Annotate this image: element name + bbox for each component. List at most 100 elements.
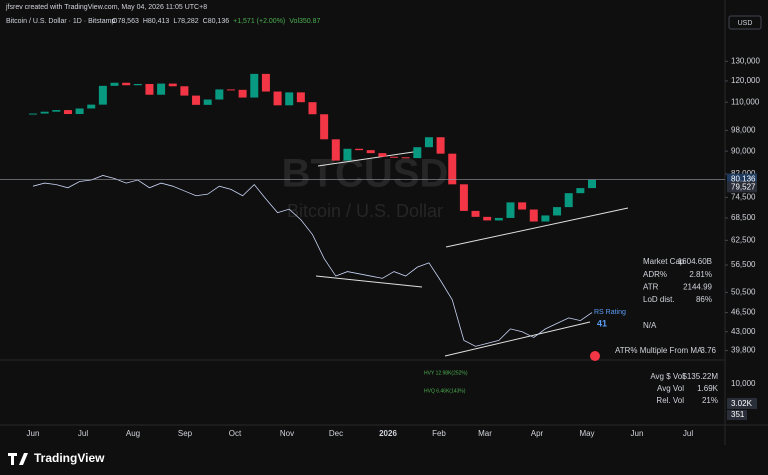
- candle: [296, 92, 305, 103]
- candle: [215, 89, 224, 100]
- volume-tick: 10,000: [731, 379, 756, 388]
- candle: [203, 99, 212, 105]
- candle: [413, 147, 422, 159]
- candle: [261, 73, 270, 92]
- candle: [494, 217, 503, 221]
- candle: [133, 83, 142, 86]
- candle: [518, 202, 527, 210]
- x-tick-label: Apr: [531, 429, 544, 438]
- candle: [378, 153, 387, 157]
- ohlc-value: Vol350.87: [289, 18, 320, 25]
- last-price-label: 80,136: [731, 175, 756, 184]
- candle: [122, 82, 131, 86]
- ohlc: O78,563 H80,413 L78,282 C80,136 +1,571 (+2.0…: [112, 18, 321, 25]
- watermark-name: Bitcoin / U.S. Dollar: [287, 201, 443, 221]
- y-tick-label: 74,500: [731, 193, 756, 202]
- rs-value: 41: [597, 318, 607, 328]
- x-tick-label: Jul: [78, 429, 88, 438]
- candle: [390, 156, 399, 158]
- watermark-ticker: BTCUSD: [282, 152, 449, 196]
- x-tick-label: May: [579, 429, 594, 438]
- candle: [471, 210, 480, 217]
- rs-label: RS Rating: [594, 309, 626, 316]
- x-tick-label: Jun: [631, 429, 644, 438]
- candle: [366, 150, 375, 154]
- candle: [448, 153, 457, 185]
- y-tick-label: 46,500: [731, 308, 756, 317]
- candle: [436, 137, 445, 154]
- candle: [250, 73, 259, 98]
- logo: [8, 453, 28, 465]
- last-price-badge: [727, 173, 757, 185]
- ohlc-value: +1,571 (+2.00%): [233, 18, 285, 25]
- volume-badge-label: 351: [731, 410, 745, 419]
- x-tick-label: Feb: [432, 429, 446, 438]
- candle: [29, 113, 37, 115]
- stat-label: ATR: [643, 283, 659, 292]
- candle: [553, 207, 562, 216]
- candle: [401, 157, 410, 159]
- volume-badge: [727, 410, 747, 420]
- trend-line: [445, 207, 629, 248]
- atr-multiple-label: ATR% Multiple From MA: [615, 346, 703, 355]
- volume-badge-label: 3.02K: [731, 399, 753, 408]
- currency[interactable]: USD: [738, 20, 753, 27]
- annotation: HVY 12.98K(252%): [424, 370, 468, 376]
- volume-stat-label: Avg $ Vol: [650, 372, 684, 381]
- candle: [331, 139, 340, 161]
- candle: [285, 92, 294, 106]
- candle: [506, 202, 515, 218]
- stat-label: ADR%: [643, 270, 667, 279]
- candle: [529, 209, 538, 222]
- annotation: HVQ 6.46K(143%): [424, 388, 466, 394]
- currency-button[interactable]: [728, 15, 762, 30]
- volume-stat-label: Avg Vol: [657, 384, 684, 393]
- candle: [459, 184, 468, 211]
- ohlc-value: C80,136: [203, 18, 230, 25]
- stat-value: 86%: [696, 295, 712, 304]
- y-tick-label: 56,500: [731, 260, 756, 269]
- stat-label: Market Cap: [643, 257, 685, 266]
- candle: [576, 188, 585, 194]
- credit: jfsrev created with TradingView.com, May…: [5, 4, 207, 11]
- footer: [0, 445, 768, 475]
- candle: [238, 89, 247, 98]
- volume-stat-value: $135.22M: [682, 372, 718, 381]
- x-tick-label: Nov: [280, 429, 294, 438]
- y-tick-label: 62,500: [731, 235, 756, 244]
- candle: [75, 108, 84, 115]
- event-icon[interactable]: [590, 351, 600, 361]
- candle: [87, 104, 96, 109]
- x-tick-label: Jun: [27, 429, 40, 438]
- candle: [40, 111, 49, 114]
- y-tick-label: 68,500: [731, 213, 756, 222]
- y-tick-label: 130,000: [731, 56, 760, 65]
- y-tick-label: 43,000: [731, 327, 756, 336]
- volume-badge: [727, 398, 757, 409]
- candle: [483, 216, 492, 221]
- atr-multiple-value: 3.76: [700, 346, 716, 355]
- x-tick-label: Sep: [178, 429, 193, 438]
- candle: [564, 193, 573, 208]
- candle: [541, 215, 550, 222]
- trend-line: [315, 275, 423, 288]
- x-tick-label: Dec: [329, 429, 343, 438]
- candle: [168, 83, 177, 87]
- volume-stat-value: 1.69K: [697, 384, 719, 393]
- x-tick-label: Jul: [683, 429, 693, 438]
- y-tick-label: 90,000: [731, 146, 756, 155]
- y-tick-label: 39,800: [731, 346, 756, 355]
- y-tick-label: 82,000: [731, 169, 756, 178]
- stat-label: LoD dist.: [643, 295, 675, 304]
- y-tick-label: 120,000: [731, 76, 760, 85]
- trend-line: [444, 321, 591, 357]
- rs-line: [32, 175, 593, 347]
- x-tick-label: Oct: [229, 429, 242, 438]
- prev-price-badge: [727, 181, 757, 193]
- stat-value: 2144.99: [683, 283, 712, 292]
- candle: [192, 95, 201, 105]
- x-tick-label: Aug: [126, 429, 140, 438]
